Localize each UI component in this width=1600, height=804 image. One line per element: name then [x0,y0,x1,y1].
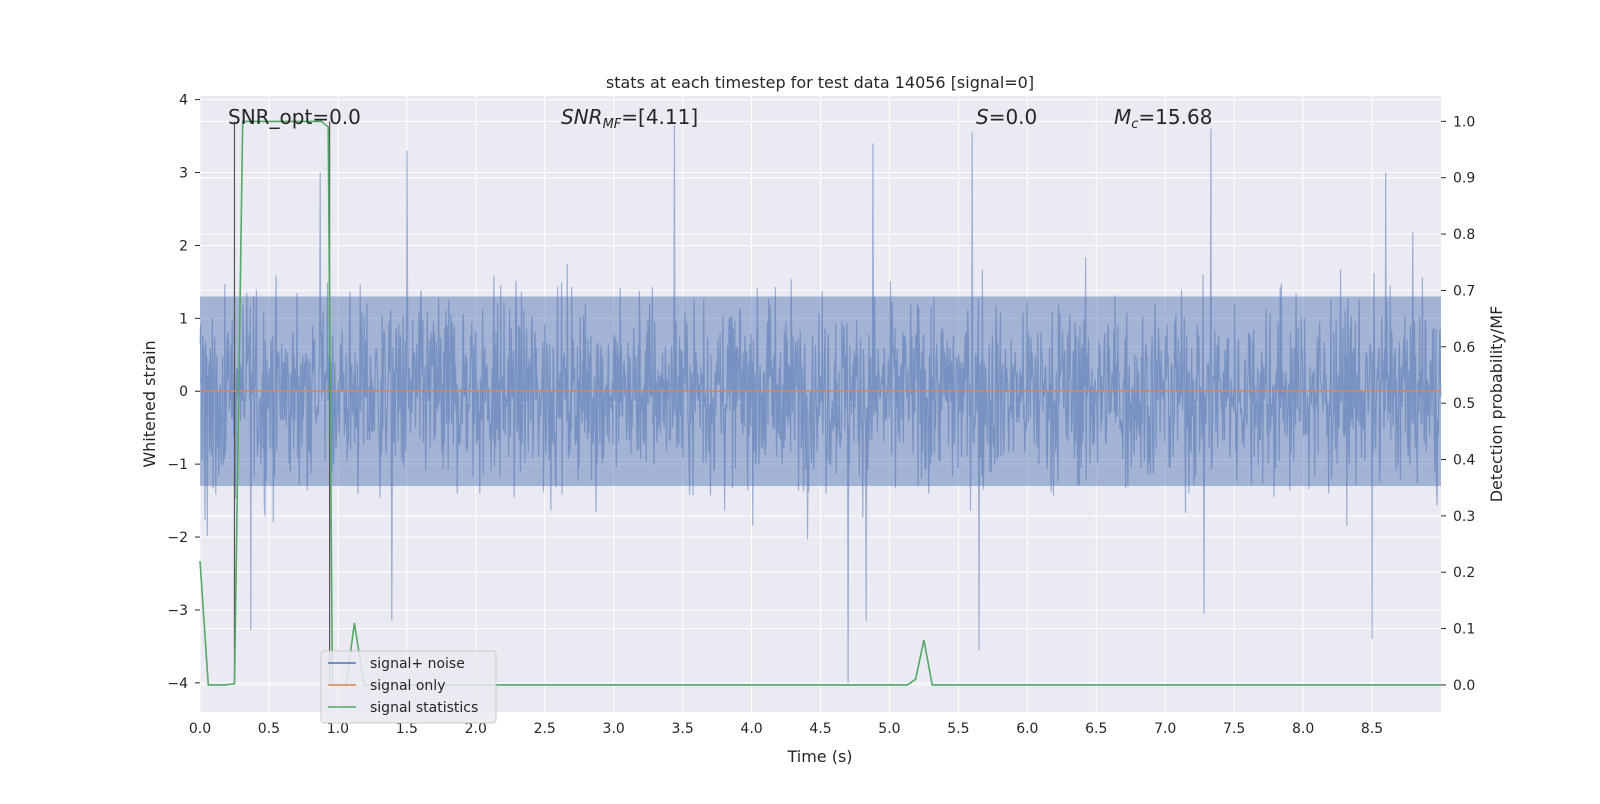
y-left-tick-label: −3 [167,603,188,619]
y-right-tick-label: 1.0 [1453,114,1475,130]
y-left-axis-ticks: 4 3 2 1 0 −1 −2 −3 −4 [167,93,200,692]
y-right-tick-label: 0.3 [1453,509,1475,525]
annotation-snr-mf: SNRMF=[4.11] [561,105,698,132]
x-axis-ticks: 0.0 0.5 1.0 1.5 2.0 2.5 3.0 3.5 4.0 4.5 5.0 5.5 6.0 6… [189,721,1383,737]
annotation-mc-sub: c [1131,117,1138,132]
annotation-snr-opt: SNR_opt=0.0 [228,105,361,129]
x-tick-label: 2.5 [534,721,556,737]
legend-label-signal-only: signal only [370,678,445,694]
x-tick-label: 5.5 [947,721,969,737]
x-tick-label: 5.0 [878,721,900,737]
annotation-s-main: S [976,105,989,129]
legend-box [320,650,497,724]
y-right-tick-label: 0.9 [1453,171,1475,187]
legend-label-signal-statistics: signal statistics [370,700,478,716]
y-left-tick-label: 0 [179,384,188,400]
y-right-tick-label: 0.5 [1453,396,1475,412]
signal-noise-line [199,125,1442,683]
y-left-axis-label: Whitened strain [140,340,159,467]
annotation-mc: Mc=15.68 [1114,105,1212,132]
y-right-axis-label: Detection probability/MF [1487,306,1506,503]
x-tick-label: 4.5 [809,721,831,737]
x-tick-label: 8.0 [1292,721,1314,737]
x-tick-label: 6.0 [1016,721,1038,737]
legend: signal+ noise signal only signal statist… [320,650,497,724]
legend-label-signal-noise: signal+ noise [370,656,465,672]
y-left-tick-label: −4 [167,676,188,692]
x-tick-label: 3.5 [671,721,693,737]
annotation-snr-mf-value: =[4.11] [621,105,698,129]
y-right-tick-label: 0.6 [1453,340,1475,356]
y-left-tick-label: 2 [179,238,188,254]
y-right-axis-ticks: 1.0 0.9 0.8 0.7 0.6 0.5 0.4 0.3 0.2 0.1 0.0 [1441,114,1475,694]
x-tick-label: 8.5 [1361,721,1383,737]
x-tick-label: 4.0 [740,721,762,737]
x-axis-label: Time (s) [786,747,852,766]
annotation-mc-value: =15.68 [1138,105,1212,129]
y-right-tick-label: 0.1 [1453,622,1475,638]
x-tick-label: 0.5 [258,721,280,737]
y-left-tick-label: −1 [167,457,188,473]
y-right-tick-label: 0.4 [1453,453,1475,469]
y-left-tick-label: 1 [179,311,188,327]
x-tick-label: 6.5 [1085,721,1107,737]
y-left-tick-label: 4 [179,93,188,109]
x-tick-label: 1.0 [327,721,349,737]
annotation-snr-mf-main: SNR [561,105,603,129]
x-tick-label: 7.5 [1223,721,1245,737]
x-tick-label: 7.0 [1154,721,1176,737]
y-left-tick-label: 3 [179,166,188,182]
x-tick-label: 2.0 [465,721,487,737]
x-tick-label: 0.0 [189,721,211,737]
annotation-s-value: =0.0 [989,105,1038,129]
y-left-tick-label: −2 [167,530,188,546]
y-right-tick-label: 0.2 [1453,565,1475,581]
chart-title: stats at each timestep for test data 140… [606,73,1034,92]
annotation-mc-main: M [1114,105,1131,129]
annotation-s: S=0.0 [976,105,1037,129]
y-right-tick-label: 0.0 [1453,678,1475,694]
annotation-snr-mf-sub: MF [603,117,622,132]
x-tick-label: 3.0 [603,721,625,737]
y-right-tick-label: 0.7 [1453,283,1475,299]
y-right-tick-label: 0.8 [1453,227,1475,243]
x-tick-label: 1.5 [396,721,418,737]
